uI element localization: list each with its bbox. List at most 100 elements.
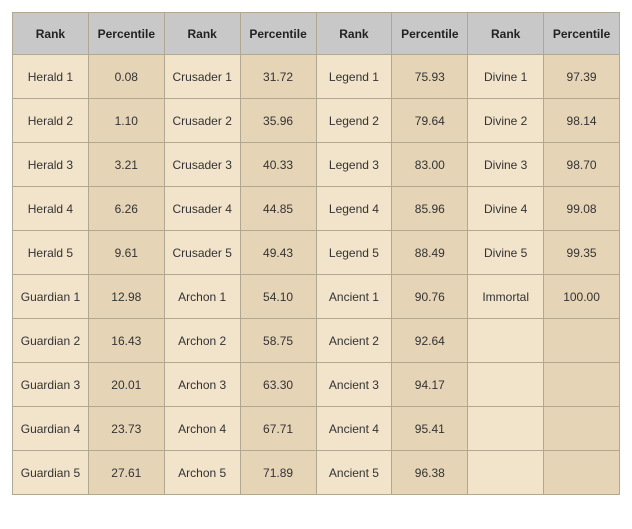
table-cell: Crusader 1 — [164, 55, 240, 99]
col-header: Percentile — [544, 13, 620, 55]
table-cell — [468, 451, 544, 495]
table-cell: Divine 3 — [468, 143, 544, 187]
table-cell: 12.98 — [88, 275, 164, 319]
table-cell: 35.96 — [240, 99, 316, 143]
table-cell: Crusader 2 — [164, 99, 240, 143]
table-cell: 98.70 — [544, 143, 620, 187]
table-cell: Guardian 5 — [13, 451, 89, 495]
table-cell: 23.73 — [88, 407, 164, 451]
table-row: Herald 10.08Crusader 131.72Legend 175.93… — [13, 55, 620, 99]
table-cell: Crusader 4 — [164, 187, 240, 231]
table-body: Herald 10.08Crusader 131.72Legend 175.93… — [13, 55, 620, 495]
table-cell: Archon 5 — [164, 451, 240, 495]
table-cell: 99.08 — [544, 187, 620, 231]
table-cell: 96.38 — [392, 451, 468, 495]
table-cell: 97.39 — [544, 55, 620, 99]
table-cell — [468, 407, 544, 451]
table-cell: 58.75 — [240, 319, 316, 363]
table-row: Guardian 320.01Archon 363.30Ancient 394.… — [13, 363, 620, 407]
col-header: Percentile — [88, 13, 164, 55]
table-cell: 0.08 — [88, 55, 164, 99]
table-cell: 75.93 — [392, 55, 468, 99]
table-cell: 94.17 — [392, 363, 468, 407]
table-cell: 40.33 — [240, 143, 316, 187]
table-cell: Legend 4 — [316, 187, 392, 231]
table-cell — [468, 319, 544, 363]
table-cell: Divine 2 — [468, 99, 544, 143]
col-header: Rank — [468, 13, 544, 55]
table-cell: Divine 5 — [468, 231, 544, 275]
table-cell: Guardian 4 — [13, 407, 89, 451]
table-cell: 100.00 — [544, 275, 620, 319]
table-cell: 54.10 — [240, 275, 316, 319]
table-cell — [544, 407, 620, 451]
table-cell: Ancient 3 — [316, 363, 392, 407]
table-cell: 95.41 — [392, 407, 468, 451]
table-cell: 85.96 — [392, 187, 468, 231]
table-cell: Crusader 3 — [164, 143, 240, 187]
table-cell: Divine 1 — [468, 55, 544, 99]
table-cell: Archon 2 — [164, 319, 240, 363]
table-cell: Legend 2 — [316, 99, 392, 143]
table-cell: Ancient 2 — [316, 319, 392, 363]
table-cell: Guardian 3 — [13, 363, 89, 407]
table-row: Herald 21.10Crusader 235.96Legend 279.64… — [13, 99, 620, 143]
table-cell: Herald 2 — [13, 99, 89, 143]
table-cell: 98.14 — [544, 99, 620, 143]
table-cell: 27.61 — [88, 451, 164, 495]
table-cell: Herald 3 — [13, 143, 89, 187]
table-cell: Legend 3 — [316, 143, 392, 187]
col-header: Percentile — [240, 13, 316, 55]
table-cell: Archon 1 — [164, 275, 240, 319]
table-cell: Herald 5 — [13, 231, 89, 275]
table-cell: 90.76 — [392, 275, 468, 319]
table-cell: Herald 1 — [13, 55, 89, 99]
table-cell: Ancient 5 — [316, 451, 392, 495]
table-cell: 67.71 — [240, 407, 316, 451]
table-cell: Immortal — [468, 275, 544, 319]
col-header: Rank — [164, 13, 240, 55]
table-cell: Ancient 4 — [316, 407, 392, 451]
table-cell: 49.43 — [240, 231, 316, 275]
table-cell — [544, 319, 620, 363]
table-cell — [468, 363, 544, 407]
table-cell: 44.85 — [240, 187, 316, 231]
table-row: Herald 46.26Crusader 444.85Legend 485.96… — [13, 187, 620, 231]
table-cell: 83.00 — [392, 143, 468, 187]
rank-percentile-table: Rank Percentile Rank Percentile Rank Per… — [12, 12, 620, 495]
table-cell: Archon 4 — [164, 407, 240, 451]
table-cell: 88.49 — [392, 231, 468, 275]
table-header-row: Rank Percentile Rank Percentile Rank Per… — [13, 13, 620, 55]
table-row: Guardian 423.73Archon 467.71Ancient 495.… — [13, 407, 620, 451]
table-cell: Legend 1 — [316, 55, 392, 99]
table-cell: 16.43 — [88, 319, 164, 363]
table-cell: Crusader 5 — [164, 231, 240, 275]
table-cell: Guardian 1 — [13, 275, 89, 319]
col-header: Percentile — [392, 13, 468, 55]
table-cell — [544, 451, 620, 495]
table-row: Herald 59.61Crusader 549.43Legend 588.49… — [13, 231, 620, 275]
table-cell: 79.64 — [392, 99, 468, 143]
table-cell: 92.64 — [392, 319, 468, 363]
table-cell: Guardian 2 — [13, 319, 89, 363]
table-cell: 31.72 — [240, 55, 316, 99]
table-cell: 6.26 — [88, 187, 164, 231]
table-cell — [544, 363, 620, 407]
col-header: Rank — [13, 13, 89, 55]
table-cell: Legend 5 — [316, 231, 392, 275]
table-cell: 63.30 — [240, 363, 316, 407]
table-row: Guardian 216.43Archon 258.75Ancient 292.… — [13, 319, 620, 363]
table-cell: 1.10 — [88, 99, 164, 143]
table-cell: 9.61 — [88, 231, 164, 275]
table-cell: Archon 3 — [164, 363, 240, 407]
table-row: Guardian 527.61Archon 571.89Ancient 596.… — [13, 451, 620, 495]
table-cell: Divine 4 — [468, 187, 544, 231]
table-row: Guardian 112.98Archon 154.10Ancient 190.… — [13, 275, 620, 319]
table-cell: 99.35 — [544, 231, 620, 275]
col-header: Rank — [316, 13, 392, 55]
table-cell: 3.21 — [88, 143, 164, 187]
table-row: Herald 33.21Crusader 340.33Legend 383.00… — [13, 143, 620, 187]
table-cell: 71.89 — [240, 451, 316, 495]
table-cell: Herald 4 — [13, 187, 89, 231]
table-cell: 20.01 — [88, 363, 164, 407]
